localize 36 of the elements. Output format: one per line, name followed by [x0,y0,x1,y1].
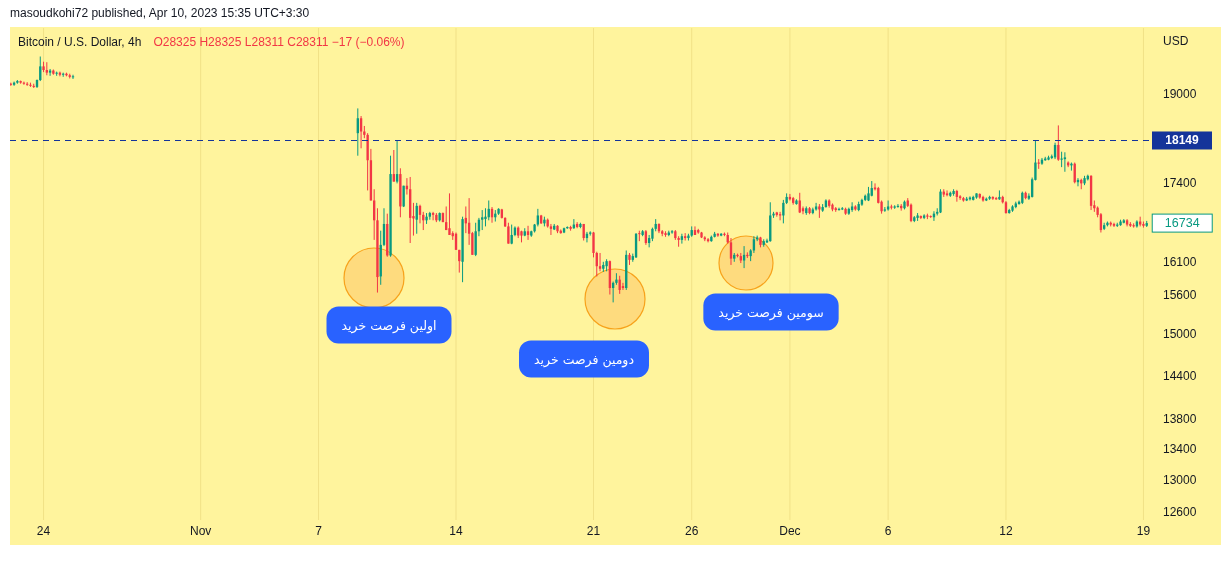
text: Bitcoin / U.S. Dollar, 4h [18,35,142,49]
x-tick-label: 21 [586,524,601,538]
y-tick-label: 13400 [1163,442,1197,457]
x-tick-label: Dec [779,524,801,538]
candlestick [474,222,477,257]
x-tick-label: 6 [884,524,892,538]
candlestick [638,230,641,242]
x-tick-label: 12 [999,524,1013,538]
candlestick [939,188,942,214]
candlestick [1057,124,1060,162]
annotation: سومین فرصت خرید [718,304,824,321]
text: O28325 H28325 L28311 C28311 −17 (−0.06%) [153,35,405,49]
x-tick-label: 19 [1136,524,1151,538]
candlestick [1132,222,1135,229]
x-tick-label: 26 [685,524,699,538]
ref-line-label: 18149 [1165,133,1200,148]
y-tick-label: 13000 [1163,473,1197,488]
y-tick-label: 15000 [1163,327,1197,342]
candlestick [1060,151,1063,168]
y-tick-label: 19000 [1163,86,1197,101]
annotation: اولین فرصت خرید [341,317,437,334]
y-tick-label: 15600 [1163,287,1197,302]
y-axis-title: USD [1163,34,1189,48]
y-tick-label: 16100 [1163,255,1197,270]
y-tick-label: 17400 [1163,176,1197,191]
annotation: 16734 [1164,216,1200,231]
x-tick-label: 14 [449,524,464,538]
text: masoudkohi72 published, Apr 10, 2023 15:35 UTC+3:30 [10,6,310,20]
y-tick-label: 14400 [1163,368,1197,383]
x-tick-label: Nov [190,524,212,538]
y-tick-label: 13800 [1163,412,1197,427]
y-tick-label: 12600 [1163,504,1197,519]
x-tick-label: 7 [315,524,323,538]
candlestick [448,192,451,236]
annotation: دومین فرصت خرید [534,351,634,368]
x-tick-label: 24 [36,524,51,538]
